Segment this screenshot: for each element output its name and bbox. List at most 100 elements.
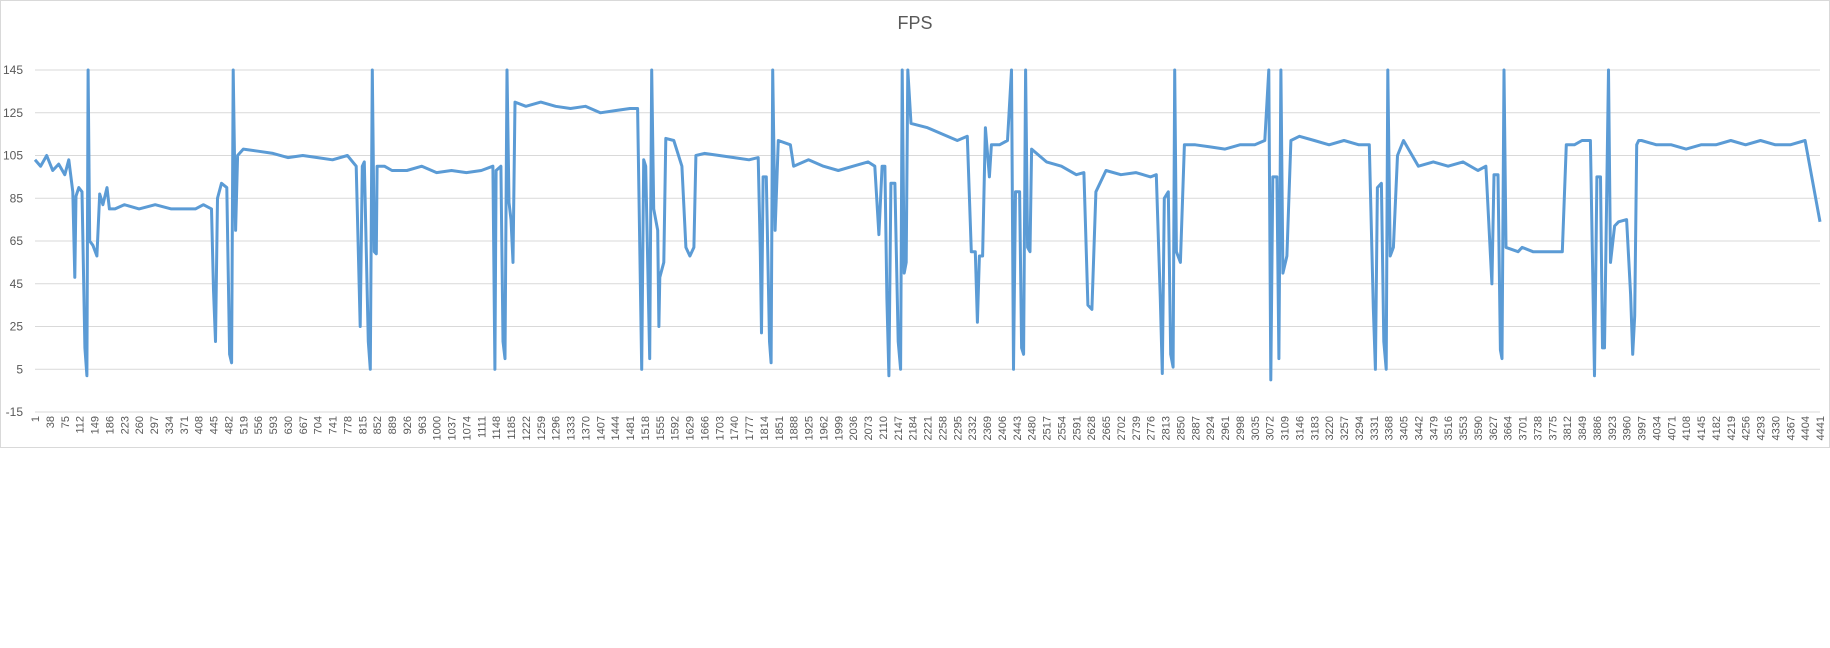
x-tick-label: 2665	[1101, 416, 1113, 440]
x-tick-label: 2221	[923, 416, 935, 440]
x-tick-label: 1444	[610, 416, 622, 440]
x-tick-label: 4367	[1785, 416, 1797, 440]
y-tick-label: 85	[10, 191, 24, 205]
x-tick-label: 186	[104, 416, 116, 434]
x-tick-label: 1518	[640, 416, 652, 440]
x-tick-label: 3627	[1488, 416, 1500, 440]
x-tick-label: 3220	[1324, 416, 1336, 440]
x-tick-label: 3701	[1518, 416, 1530, 440]
x-tick-label: 3072	[1265, 416, 1277, 440]
x-tick-label: 4145	[1696, 416, 1708, 440]
x-tick-label: 3035	[1250, 416, 1262, 440]
x-tick-label: 1555	[655, 416, 667, 440]
x-tick-label: 852	[372, 416, 384, 434]
x-tick-label: 334	[164, 416, 176, 434]
y-tick-label: 125	[3, 106, 23, 120]
x-tick-label: 4256	[1741, 416, 1753, 440]
x-tick-label: 815	[357, 416, 369, 434]
x-tick-label: 1111	[476, 416, 488, 438]
x-tick-label: 2961	[1220, 416, 1232, 440]
x-tick-label: 4219	[1726, 416, 1738, 440]
x-tick-label: 704	[313, 416, 325, 434]
x-tick-label: 2813	[1161, 416, 1173, 440]
x-tick-label: 112	[75, 416, 87, 434]
x-axis-labels: 1 38 75 112 149 186 223 260 297 334 371 408 445 482 51…	[30, 416, 1827, 440]
x-tick-label: 630	[283, 416, 295, 434]
x-tick-label: 1074	[461, 416, 473, 440]
x-tick-label: 2887	[1190, 416, 1202, 440]
x-tick-label: 2924	[1205, 416, 1217, 440]
x-tick-label: 2295	[952, 416, 964, 440]
x-tick-label: 1370	[580, 416, 592, 440]
x-tick-label: 4330	[1770, 416, 1782, 440]
y-tick-label: 145	[3, 63, 23, 77]
x-tick-label: 667	[298, 416, 310, 434]
y-tick-label: 65	[10, 234, 24, 248]
x-tick-label: 38	[45, 416, 57, 428]
x-tick-label: 4441	[1815, 416, 1827, 440]
gridlines	[35, 69, 1820, 413]
x-tick-label: 2702	[1116, 416, 1128, 440]
x-tick-label: 1000	[432, 416, 444, 440]
y-axis-labels: -15 5 25 45 65 85 105 125 145	[3, 63, 23, 419]
x-tick-label: 1	[30, 416, 42, 422]
x-tick-label: 1481	[625, 416, 637, 440]
x-tick-label: 2443	[1012, 416, 1024, 440]
x-tick-label: 1148	[491, 416, 503, 440]
x-tick-label: 519	[238, 416, 250, 434]
x-tick-label: 3553	[1458, 416, 1470, 440]
x-tick-label: 2184	[908, 416, 920, 440]
x-tick-label: 3812	[1562, 416, 1574, 440]
x-tick-label: 2776	[1146, 416, 1158, 440]
x-tick-label: 963	[417, 416, 429, 434]
x-tick-label: 2147	[893, 416, 905, 440]
x-tick-label: 3923	[1607, 416, 1619, 440]
x-tick-label: 3109	[1280, 416, 1292, 440]
x-tick-label: 3294	[1354, 416, 1366, 440]
x-tick-label: 149	[90, 416, 102, 434]
x-tick-label: 297	[149, 416, 161, 434]
x-tick-label: 3331	[1369, 416, 1381, 440]
x-tick-label: 1814	[759, 416, 771, 440]
x-tick-label: 1666	[699, 416, 711, 440]
x-tick-label: 1592	[670, 416, 682, 440]
x-tick-label: 75	[60, 416, 72, 428]
x-tick-label: 1407	[595, 416, 607, 440]
x-tick-label: 3516	[1443, 416, 1455, 440]
x-tick-label: 2036	[848, 416, 860, 440]
y-tick-label: 5	[16, 362, 23, 376]
x-tick-label: 1962	[818, 416, 830, 440]
x-tick-label: 2628	[1086, 416, 1098, 440]
x-tick-label: 1037	[447, 416, 459, 440]
x-tick-label: 1333	[566, 416, 578, 440]
x-tick-label: 4293	[1756, 416, 1768, 440]
x-tick-label: 3849	[1577, 416, 1589, 440]
x-tick-label: 1629	[685, 416, 697, 440]
x-tick-label: 2406	[997, 416, 1009, 440]
x-tick-label: 482	[223, 416, 235, 434]
x-tick-label: 2739	[1131, 416, 1143, 440]
x-tick-label: 2591	[1071, 416, 1083, 440]
x-tick-label: 2998	[1235, 416, 1247, 440]
x-tick-label: 3664	[1503, 416, 1515, 440]
x-tick-label: 1296	[551, 416, 563, 440]
x-tick-label: 556	[253, 416, 265, 434]
x-tick-label: 741	[328, 416, 340, 434]
x-tick-label: 3590	[1473, 416, 1485, 440]
x-tick-label: 4034	[1651, 416, 1663, 440]
x-tick-label: 778	[342, 416, 354, 434]
x-tick-label: 1777	[744, 416, 756, 440]
x-tick-label: 2850	[1175, 416, 1187, 440]
x-tick-label: 1888	[789, 416, 801, 440]
x-tick-label: 3479	[1428, 416, 1440, 440]
y-tick-label: 45	[10, 277, 24, 291]
y-tick-label: 25	[10, 320, 24, 334]
x-tick-label: 3405	[1399, 416, 1411, 440]
x-tick-label: 408	[194, 416, 206, 434]
x-tick-label: 2369	[982, 416, 994, 440]
x-tick-label: 2073	[863, 416, 875, 440]
x-tick-label: 2332	[967, 416, 979, 440]
x-tick-label: 889	[387, 416, 399, 434]
x-tick-label: 223	[119, 416, 131, 434]
x-tick-label: 2110	[878, 416, 890, 440]
